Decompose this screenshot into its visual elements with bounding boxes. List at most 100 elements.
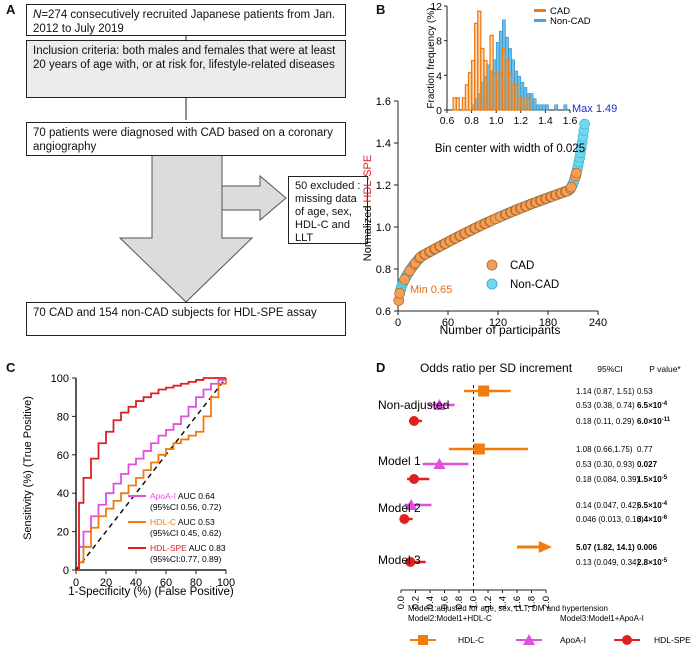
hist-legend-cad-label: CAD: [550, 6, 570, 17]
legend-hdlspe-name: HDL-SPE: [150, 543, 187, 553]
flow-arrow-big: [118, 154, 254, 303]
d-p-base: 6.5×10: [637, 401, 662, 410]
d-marker-hdlspe: [409, 474, 420, 484]
d-x-tick-label: 1.4: [498, 596, 509, 609]
d-ci-text: 0.18 (0.084, 0.39): [576, 475, 639, 484]
d-x-tick-label: 1.8: [527, 596, 538, 609]
d-footnote-2: Model2:Model1+HDL-C: [408, 614, 492, 623]
d-p-value: 6.5×10-4: [637, 401, 668, 410]
c-y-tick-label: 80: [57, 411, 69, 423]
cad-point: [399, 274, 411, 285]
legend-hdlc-name: HDL-C: [150, 517, 176, 527]
hist-x-tick-label: 0.8: [464, 115, 479, 127]
flow-box-final: 70 CAD and 154 non-CAD subjects for HDL-…: [26, 302, 346, 336]
d-x-tick-label: 0.0: [396, 596, 407, 609]
flow-box-final-text: 70 CAD and 154 non-CAD subjects for HDL-…: [33, 307, 317, 319]
d-group-label: Model 1: [378, 454, 421, 468]
d-p-exponent: -11: [662, 417, 671, 423]
flow-box-inclusion: Inclusion criteria: both males and femal…: [26, 40, 346, 98]
d-legend-apoai-marker: [523, 634, 535, 645]
panel-letter-d: D: [376, 360, 386, 375]
d-x-tick-label: 0.8: [454, 596, 465, 609]
hist-y-tick-label: 12: [430, 1, 442, 13]
hist-x-tick-label: 1.4: [538, 115, 553, 127]
legend-cad-marker: [486, 259, 498, 271]
d-offscale-arrow: [538, 541, 552, 553]
d-col-ci: 95%CI: [597, 364, 623, 374]
d-x-tick-label: 0.6: [440, 596, 451, 609]
d-p-value: 0.53: [637, 387, 653, 396]
c-y-tick-label: 60: [57, 450, 69, 462]
legend-apoai-auc: AUC 0.64: [176, 491, 215, 501]
d-ci-text: 0.18 (0.11, 0.29): [576, 417, 634, 426]
d-footnote-3: Model3:Model1+ApoA-I: [560, 614, 644, 623]
legend-hdlc-ci: (95%CI 0.45, 0.62): [150, 528, 222, 538]
flow-box-excluded: 50 excluded : missing data of age, sex, …: [288, 176, 368, 244]
d-p-base: 6.5×10: [637, 501, 662, 510]
d-ci-text: 0.046 (0.013, 0.16): [576, 515, 644, 524]
hist-y-tick-label: 8: [436, 36, 442, 48]
flow-box-inclusion-text: Inclusion criteria: both males and femal…: [33, 45, 336, 71]
b-y-tick-label: 1.6: [376, 96, 391, 108]
d-p-value: 6.0×10-11: [637, 417, 671, 426]
b-x-tick-label: 180: [539, 317, 557, 329]
d-group-label: Model 2: [378, 501, 421, 515]
legend-hdlc-auc: AUC 0.53: [176, 517, 215, 527]
legend-noncad-label: Non-CAD: [510, 279, 559, 291]
d-marker-hdlspe: [405, 557, 416, 567]
panel-letter-a: A: [6, 2, 16, 17]
legend-hdlspe-text: HDL-SPE AUC 0.83: [150, 543, 226, 553]
d-p-value: 0.77: [637, 445, 653, 454]
d-ci-text: 0.14 (0.047, 0.42): [576, 501, 639, 510]
cad-point: [565, 181, 577, 193]
d-ci-text: 1.08 (0.66,1.75): [576, 445, 633, 454]
b-legend: CAD Non-CAD: [486, 259, 559, 291]
d-marker-hdlc: [478, 385, 490, 397]
noncad-point: [579, 118, 590, 130]
panel-letter-c: C: [6, 360, 16, 375]
d-p-value: 3.4×10-6: [637, 515, 668, 524]
flow-box-recruited: N=274 consecutively recruited Japanese p…: [26, 4, 346, 36]
d-x-tick-label: 0.2: [411, 596, 422, 609]
d-footnote-1: Model1:adjusted for age, sex, LLT, DM an…: [408, 604, 608, 613]
flow-arrow-side: [221, 174, 287, 222]
d-legend-apoai-label: ApoA-I: [560, 635, 586, 645]
d-p-base: 2.8×10: [637, 558, 662, 567]
flow-box-excluded-text: 50 excluded : missing data of age, sex, …: [295, 180, 361, 244]
d-p-value: 0.027: [637, 460, 658, 469]
d-col-p: P value*: [649, 364, 681, 374]
d-x-tick-label: 1.0: [469, 596, 480, 609]
d-p-base: 0.77: [637, 445, 653, 454]
d-p-exponent: -4: [662, 501, 668, 507]
d-p-base: 0.006: [637, 543, 658, 552]
d-legend-hdlspe-label: HDL-SPE: [654, 635, 691, 645]
d-ci-text: 0.13 (0.049, 0.34): [576, 558, 639, 567]
max-annotation: Max 1.49: [572, 103, 617, 115]
d-marker-hdlspe: [409, 416, 420, 426]
c-x-tick-label: 40: [130, 577, 142, 589]
b-x-tick-label: 0: [395, 317, 401, 329]
d-legend-hdlc-label: HDL-C: [458, 635, 484, 645]
d-p-exponent: -6: [662, 515, 668, 521]
b-y-tick-label: 1.0: [376, 222, 391, 234]
hist-x-tick-label: 0.6: [440, 115, 455, 127]
hist-bar-cad: [526, 97, 531, 111]
hist-x-tick-label: 1.6: [563, 115, 578, 127]
d-marker-hdlc: [473, 443, 485, 455]
legend-apoai-ci: (95%CI 0.56, 0.72): [150, 502, 222, 512]
hist-bar-cad: [520, 97, 525, 111]
flow-box-recruited-text: =274 consecutively recruited Japanese pa…: [33, 9, 336, 35]
hist-legend-cad-swatch: [534, 9, 546, 12]
d-marker-apoai: [433, 399, 446, 410]
c-x-tick-label: 0: [73, 577, 79, 589]
roc-legend: ApoA-I AUC 0.64 (95%CI 0.56, 0.72) HDL-C…: [128, 491, 226, 564]
hist-legend-noncad-swatch: [534, 19, 546, 22]
flow-box-cad-diagnosed: 70 patients were diagnosed with CAD base…: [26, 122, 346, 156]
d-group-label: Model 3: [378, 553, 421, 567]
legend-apoai-text: ApoA-I AUC 0.64: [150, 491, 215, 501]
c-x-tick-label: 100: [217, 577, 235, 589]
hist-bar-noncad: [563, 104, 568, 111]
